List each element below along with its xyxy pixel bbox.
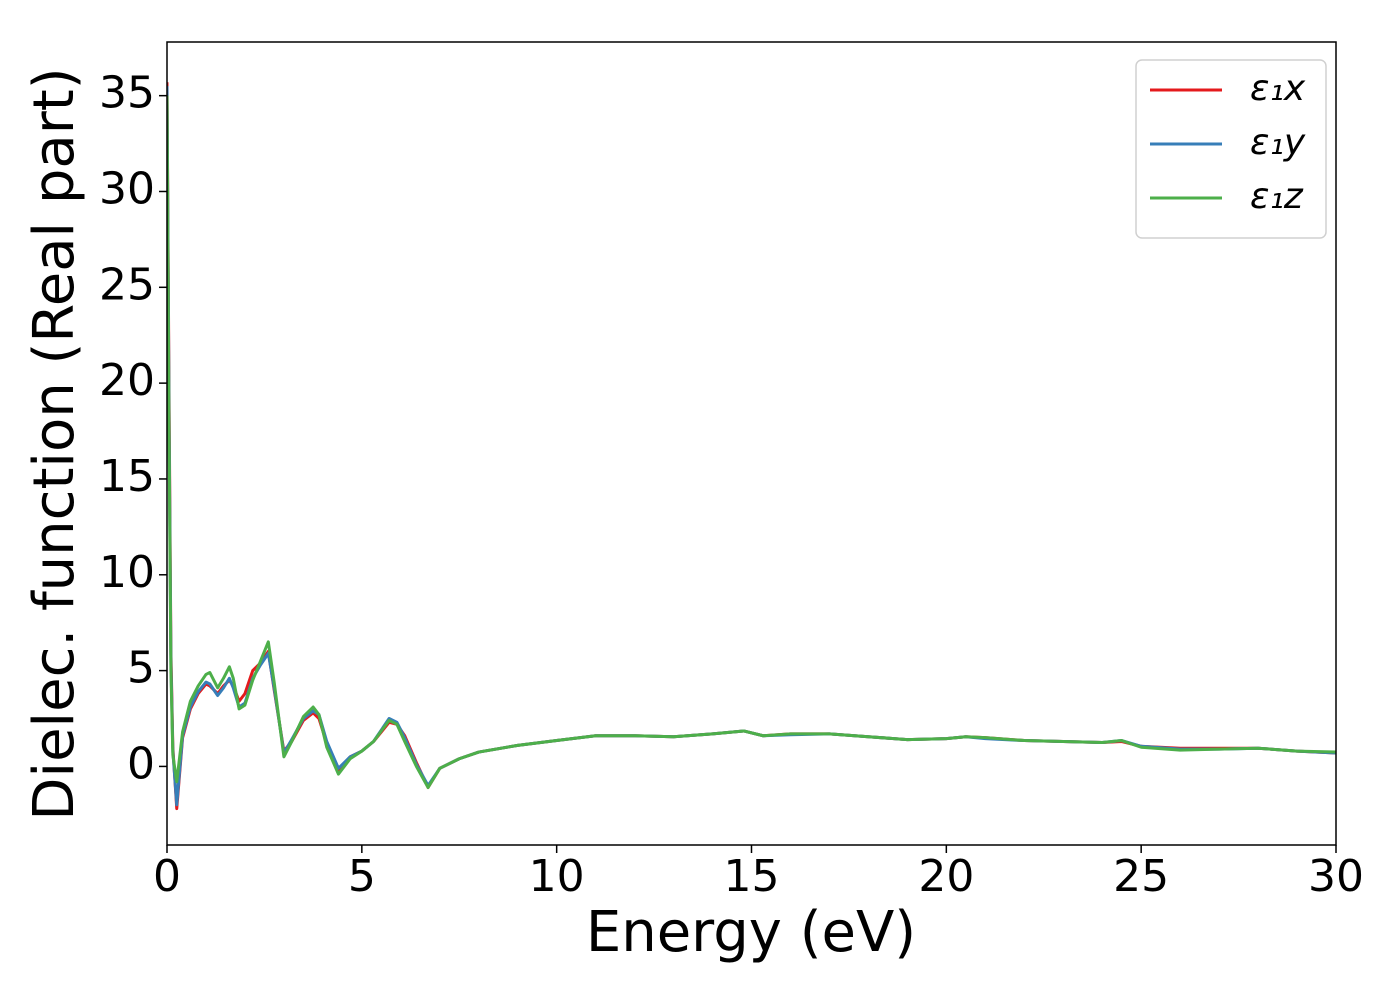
x-tick-label: 20 bbox=[918, 851, 974, 902]
x-tick-label: 10 bbox=[529, 851, 585, 902]
x-tick-label: 30 bbox=[1308, 851, 1364, 902]
x-axis-label: Energy (eV) bbox=[586, 900, 916, 965]
y-tick-label: 5 bbox=[127, 643, 155, 694]
y-tick-label: 25 bbox=[99, 259, 155, 310]
y-tick-label: 30 bbox=[99, 163, 155, 214]
y-tick-label: 20 bbox=[99, 355, 155, 406]
y-tick-label: 10 bbox=[99, 547, 155, 598]
x-tick-label: 15 bbox=[724, 851, 780, 902]
x-tick-label: 5 bbox=[348, 851, 376, 902]
y-tick-label: 35 bbox=[99, 68, 155, 119]
legend-box bbox=[1135, 59, 1327, 239]
y-axis-label: Dielec. function (Real part) bbox=[22, 67, 87, 820]
data-line bbox=[167, 95, 1336, 790]
y-tick-label: 0 bbox=[127, 738, 155, 789]
plot-frame bbox=[166, 41, 1337, 846]
legend-label: ε₁x bbox=[1250, 68, 1306, 109]
x-tick-label: 25 bbox=[1113, 851, 1169, 902]
legend-label: ε₁y bbox=[1250, 122, 1306, 163]
legend-label: ε₁z bbox=[1250, 176, 1304, 217]
y-tick-label: 15 bbox=[99, 451, 155, 502]
x-tick-label: 0 bbox=[153, 851, 181, 902]
